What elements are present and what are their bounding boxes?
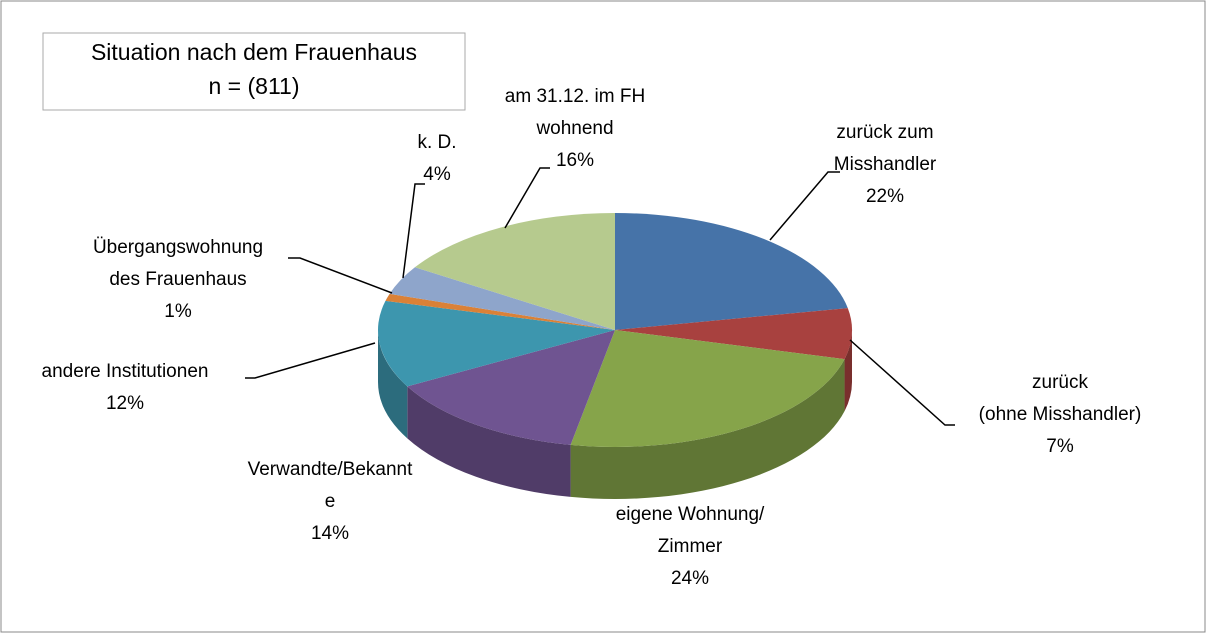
value-label: 7% [1046,436,1074,457]
slice [615,213,848,330]
label-line: am 31.12. im FH [505,86,645,107]
label-line: Misshandler [834,154,937,175]
category-label: am 31.12. im FH wohnend [505,86,645,139]
label-line: k. D. [417,132,456,153]
title-box [42,32,466,111]
slice [385,293,615,330]
label-line: andere Institutionen [42,361,209,382]
chart-subtitle: n = (811) [209,73,300,99]
value-label: 24% [671,568,709,589]
category-label: Verwandte/Bekannt e [248,459,414,512]
slice-side [844,330,852,412]
category-label: andere Institutionen [42,361,209,382]
value-label: 12% [106,393,144,414]
label-line: e [325,491,336,512]
category-label: zurück zum Misshandler [834,122,937,175]
category-label: Übergangswohnung des Frauenhaus [93,237,263,290]
label-line: Verwandte/Bekannt [248,459,414,480]
label-line: des Frauenhaus [109,269,246,290]
leader-line [288,257,393,294]
slice-side [378,330,408,439]
slice [570,330,845,447]
leader-line [849,339,955,426]
category-label: k. D. [417,132,456,153]
chart-title: Situation nach dem Frauenhaus [91,39,417,65]
slice [615,308,852,360]
leader-line [769,171,840,241]
slice-side [570,359,845,500]
category-label: zurück (ohne Misshandler) [979,372,1142,425]
slice [378,300,615,387]
slice [414,213,615,330]
slice [389,267,615,330]
label-line: Übergangswohnung [93,237,263,258]
label-line: (ohne Misshandler) [979,404,1142,425]
value-label: 1% [164,301,192,322]
value-label: 16% [556,150,594,171]
label-line: eigene Wohnung/ [616,504,765,525]
slice-side [407,386,571,497]
slice [407,330,615,445]
label-line: zurück [1032,372,1088,393]
leader-line [402,183,425,279]
value-label: 14% [311,523,349,544]
label-line: wohnend [535,118,613,139]
value-label: 22% [866,186,904,207]
leader-line [245,342,376,379]
category-label: eigene Wohnung/Zimmer [616,504,765,557]
leader-line [504,167,550,229]
label-line: Zimmer [658,536,723,557]
value-label: 4% [423,164,451,185]
label-line: zurück zum [836,122,933,143]
